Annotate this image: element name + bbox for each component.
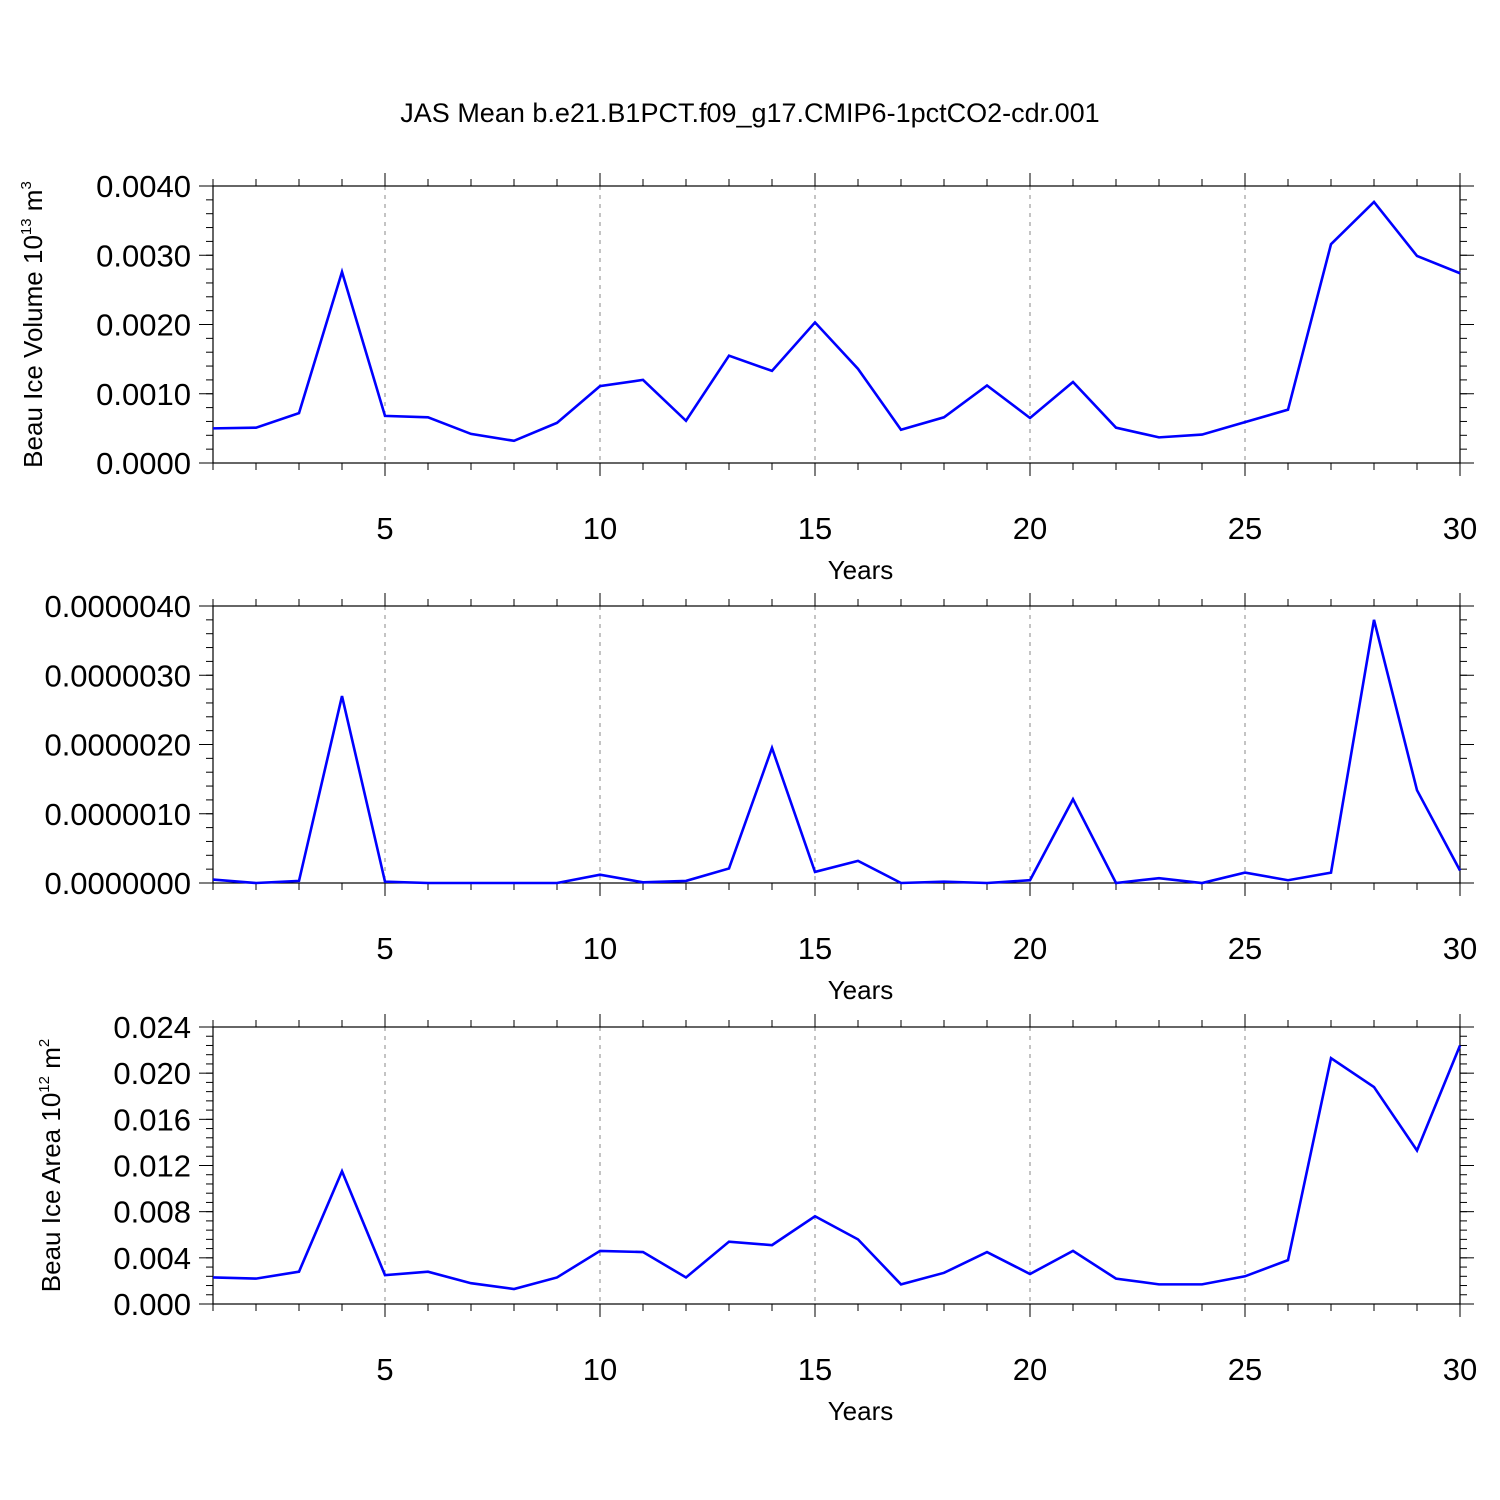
y-tick-label: 0.0000020 — [44, 728, 191, 763]
y-tick-label: 0.016 — [113, 1102, 191, 1137]
y-tick-label: 0.0000 — [96, 446, 191, 481]
x-tick-label: 20 — [1013, 511, 1047, 546]
panel-1: 0.0000 0.0010 0.0020 0.0030 0.0040 5 10 15 20 25 3… — [18, 169, 1477, 585]
plot-frame — [212, 185, 1461, 464]
x-axis-label: Years — [828, 555, 894, 585]
y-tick-label: 0.024 — [113, 1010, 191, 1045]
x-tick-label: 5 — [376, 1352, 393, 1387]
x-tick-label: 10 — [583, 931, 617, 966]
y-tick-label: 0.020 — [113, 1056, 191, 1091]
y-axis-label: Beau Ice Volume 1013 m3 — [18, 181, 48, 468]
series-line — [212, 619, 1462, 885]
y-tick-label: 0.000 — [113, 1287, 191, 1322]
x-tick-label: 30 — [1443, 511, 1477, 546]
y-tick-label: 0.0030 — [96, 238, 191, 273]
x-tick-label: 25 — [1228, 1352, 1262, 1387]
x-tick-label: 20 — [1013, 931, 1047, 966]
x-tick-label: 25 — [1228, 931, 1262, 966]
series-line — [212, 1044, 1462, 1291]
panel-2: 0.0000000 0.0000010 0.0000020 0.0000030 0.00… — [44, 589, 1477, 1005]
x-tick-label: 15 — [798, 931, 832, 966]
x-tick-label: 25 — [1228, 511, 1262, 546]
y-tick-label: 0.0010 — [96, 377, 191, 412]
x-tick-label: 5 — [376, 511, 393, 546]
x-axis-label: Years — [828, 1396, 894, 1426]
x-tick-label: 10 — [583, 1352, 617, 1387]
y-tick-label: 0.0000030 — [44, 658, 191, 693]
x-tick-label: 15 — [798, 1352, 832, 1387]
y-tick-label: 0.0040 — [96, 169, 191, 204]
chart-title: JAS Mean b.e21.B1PCT.f09_g17.CMIP6-1pctC… — [400, 98, 1099, 128]
y-axis-label: Beau Ice Area 1012 m2 — [36, 1039, 66, 1292]
plot-frame — [212, 1026, 1461, 1305]
x-tick-label: 20 — [1013, 1352, 1047, 1387]
plot-frame — [212, 605, 1461, 884]
x-tick-label: 5 — [376, 931, 393, 966]
x-tick-label: 30 — [1443, 931, 1477, 966]
y-tick-label: 0.008 — [113, 1195, 191, 1230]
y-tick-label: 0.0000010 — [44, 797, 191, 832]
x-tick-label: 30 — [1443, 1352, 1477, 1387]
series-line — [212, 199, 1461, 443]
panel-3: 0.000 0.004 0.008 0.012 0.016 0.020 0.024 5 10 15… — [36, 1010, 1477, 1426]
x-tick-label: 10 — [583, 511, 617, 546]
x-tick-label: 15 — [798, 511, 832, 546]
y-tick-label: 0.004 — [113, 1241, 191, 1276]
y-tick-label: 0.0000040 — [44, 589, 191, 624]
y-tick-label: 0.0020 — [96, 308, 191, 343]
y-tick-label: 0.0000000 — [44, 866, 191, 901]
x-axis-label: Years — [828, 975, 894, 1005]
y-tick-label: 0.012 — [113, 1149, 191, 1184]
